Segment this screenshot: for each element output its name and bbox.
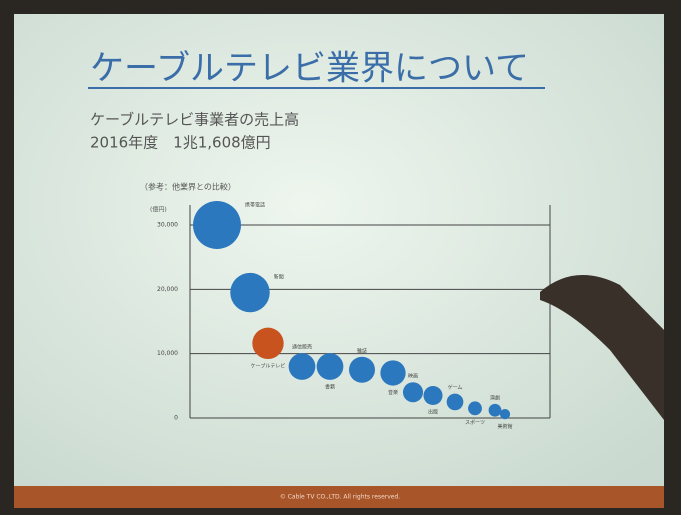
bubble [252,327,284,360]
bubble [446,393,464,411]
bubble [402,382,424,403]
subtitle: ケーブルテレビ事業者の売上高 [90,111,299,129]
point-label: 映画 [408,373,418,380]
bubble [380,360,406,386]
point-label: ゲーム [448,384,463,391]
bubble [316,353,344,380]
y-tick-label: 30,000 [157,222,178,229]
footer: © Cable TV CO.,LTD. All rights reserved. [280,494,400,501]
point-label: 音楽 [388,389,398,396]
y-tick-label: 0 [174,415,178,422]
point-label: 書籍 [325,383,335,390]
point-label: 演劇 [490,394,500,401]
point-label: スポーツ [465,419,485,426]
bubble [468,401,482,416]
point-label: 新聞 [274,273,284,280]
chart-title: ケーブルテレビ業界について [90,49,529,89]
y-tick-label: 10,000 [157,350,178,357]
footer-band [14,486,664,508]
slide [14,14,664,492]
bubble [193,201,241,249]
bubble [499,409,511,420]
hand [540,275,664,420]
point-label: 雑誌 [357,347,367,354]
bubble [488,403,502,417]
bubble [230,272,270,313]
point-label: 通信販売 [292,344,312,351]
point-label: 携帯電話 [245,202,265,209]
bubble [423,385,443,405]
point-label: ケーブルテレビ [251,363,286,370]
point-label: 美術館 [497,423,512,430]
bubble [349,356,375,383]
annotation: （参考：他業界との比較） [140,182,236,192]
subtitle: 2016年度 1兆1,608億円 [90,134,271,152]
point-label: 出版 [428,408,438,415]
bubble [288,353,316,380]
y-tick-label: 20,000 [157,286,178,293]
y-axis-label: (億円) [150,206,167,214]
